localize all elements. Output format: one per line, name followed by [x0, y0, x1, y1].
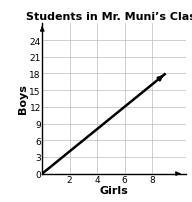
X-axis label: Girls: Girls [100, 185, 129, 195]
Title: Students in Mr. Muni’s Class: Students in Mr. Muni’s Class [26, 12, 192, 22]
Y-axis label: Boys: Boys [18, 84, 28, 114]
